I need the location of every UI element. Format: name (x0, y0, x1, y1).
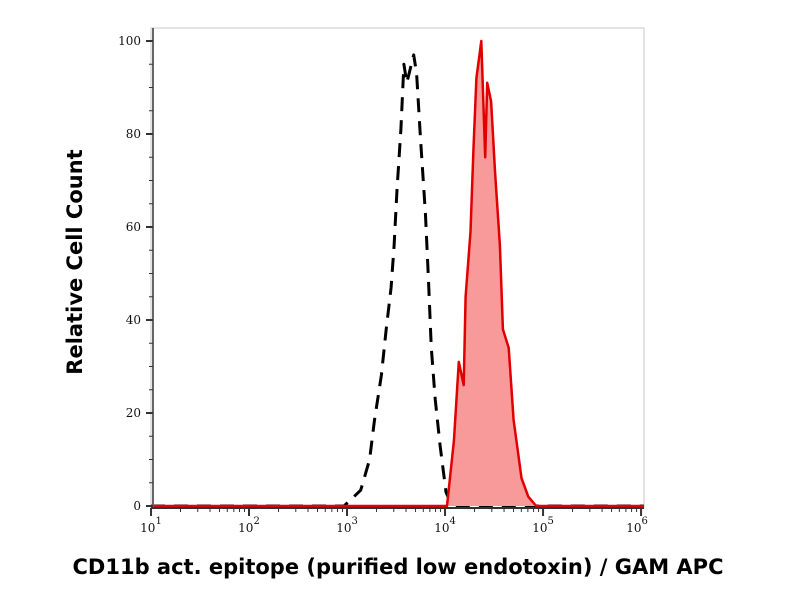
series-line-1 (151, 39, 644, 508)
x-tick-base: 10 (140, 521, 155, 535)
y-tick-label: 20 (126, 406, 141, 420)
x-tick-base: 10 (626, 521, 641, 535)
x-tick-label: 105 (532, 516, 554, 535)
x-tick-label: 103 (336, 516, 358, 535)
x-tick-base: 10 (238, 521, 253, 535)
y-tick-label: 0 (133, 499, 141, 513)
x-tick-base: 10 (434, 521, 449, 535)
x-ticks: 101 102 103 104 105 106 (140, 508, 648, 535)
y-tick-label: 80 (126, 127, 141, 141)
y-axis-title: Relative Cell Count (63, 149, 87, 374)
x-tick-base: 10 (532, 521, 547, 535)
x-tick-label: 102 (238, 516, 260, 535)
x-tick-label: 101 (140, 516, 162, 535)
y-tick-label: 100 (118, 34, 141, 48)
x-tick-exponent: 3 (351, 516, 357, 527)
x-tick-exponent: 1 (155, 516, 161, 527)
x-tick-exponent: 2 (253, 516, 259, 527)
y-tick-label: 60 (126, 220, 141, 234)
series-line-0 (151, 53, 644, 508)
series-layer (151, 39, 644, 508)
x-tick-base: 10 (336, 521, 351, 535)
x-tick-label: 104 (434, 516, 456, 535)
x-tick-exponent: 6 (642, 516, 648, 527)
y-tick-label: 40 (126, 313, 141, 327)
y-ticks: 0 20 40 60 80 100 (118, 34, 153, 513)
x-tick-exponent: 4 (449, 516, 455, 527)
plot-frame (150, 27, 645, 509)
x-tick-label: 106 (626, 516, 648, 535)
x-tick-exponent: 5 (548, 516, 554, 527)
x-axis-title: CD11b act. epitope (purified low endotox… (73, 555, 724, 579)
